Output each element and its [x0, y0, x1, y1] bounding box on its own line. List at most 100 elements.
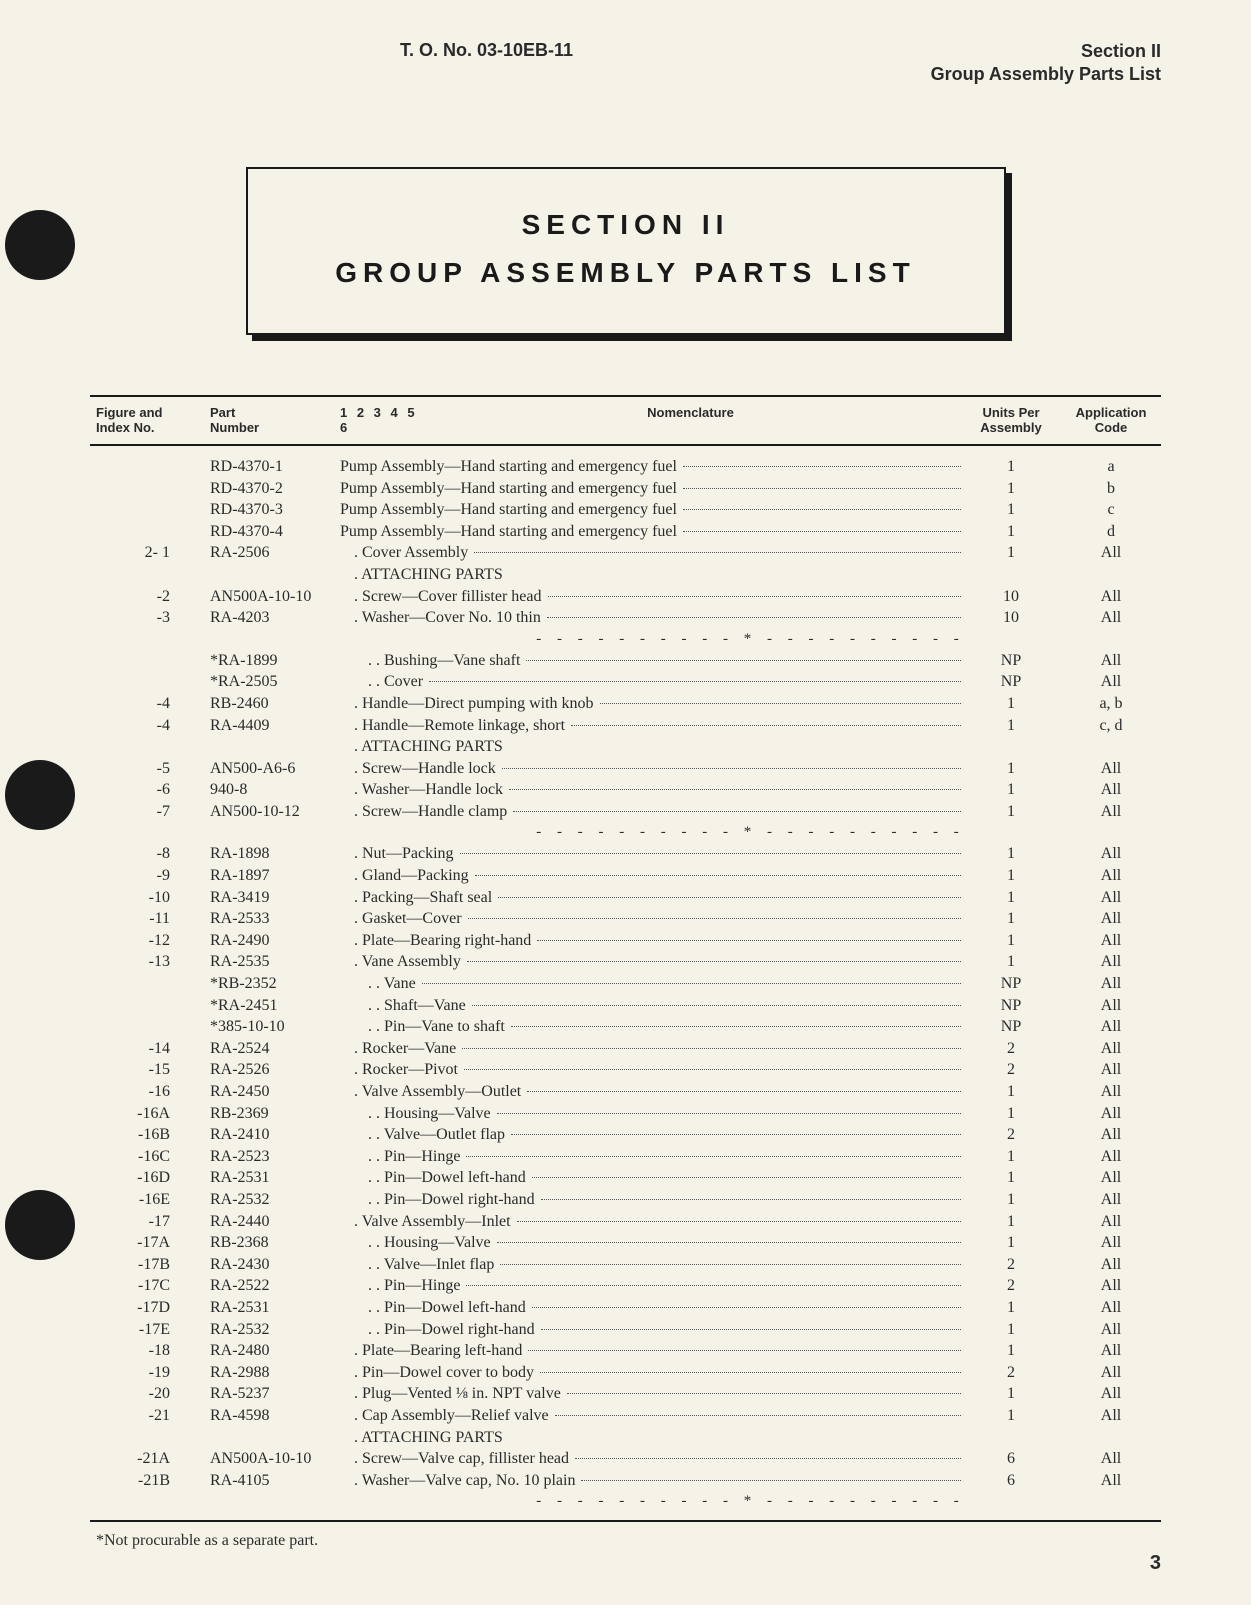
cell-index: -18	[90, 1340, 210, 1362]
cell-units: 2	[961, 1275, 1061, 1297]
cell-application: c, d	[1061, 715, 1161, 737]
col-header-figure-index: Figure and Index No.	[90, 405, 210, 436]
cell-part-number: AN500A-10-10	[210, 586, 340, 608]
cell-application: All	[1061, 908, 1161, 930]
nomenclature-text: . . Pin—Vane to shaft	[368, 1016, 505, 1038]
table-row: -15RA-2526. Rocker—Pivot2All	[90, 1059, 1161, 1081]
nomenclature-text: . Cover Assembly	[354, 542, 468, 564]
nomenclature-text: . Gasket—Cover	[354, 908, 462, 930]
cell-nomenclature: . ATTACHING PARTS	[340, 736, 961, 758]
cell-application: a	[1061, 456, 1161, 478]
cell-nomenclature: . Gasket—Cover	[340, 908, 961, 930]
cell-index: -15	[90, 1059, 210, 1081]
cell-application: All	[1061, 1470, 1161, 1492]
dot-leader	[683, 466, 961, 467]
cell-nomenclature: . Washer—Handle lock	[340, 779, 961, 801]
dot-leader	[511, 1026, 961, 1027]
table-row: -2AN500A-10-10. Screw—Cover fillister he…	[90, 586, 1161, 608]
cell-part-number: RA-3419	[210, 887, 340, 909]
cell-application: All	[1061, 801, 1161, 823]
cell-units: 10	[961, 607, 1061, 629]
nomenclature-text: . . Shaft—Vane	[368, 995, 466, 1017]
cell-units: 2	[961, 1254, 1061, 1276]
cell-application: All	[1061, 1232, 1161, 1254]
cell-index: -10	[90, 887, 210, 909]
cell-application: All	[1061, 1275, 1161, 1297]
cell-units: 1	[961, 801, 1061, 823]
cell-units: NP	[961, 650, 1061, 672]
cell-index: -17	[90, 1211, 210, 1233]
table-row: *RB-2352. . VaneNPAll	[90, 973, 1161, 995]
cell-units: 1	[961, 1297, 1061, 1319]
cell-units: 6	[961, 1470, 1061, 1492]
cell-application: All	[1061, 1383, 1161, 1405]
cell-part-number: RA-4598	[210, 1405, 340, 1427]
cell-nomenclature: . . Bushing—Vane shaft	[340, 650, 961, 672]
cell-nomenclature: . Washer—Cover No. 10 thin	[340, 607, 961, 629]
punch-hole-icon	[5, 760, 75, 830]
table-row: -17CRA-2522. . Pin—Hinge2All	[90, 1275, 1161, 1297]
table-row: -9RA-1897. Gland—Packing1All	[90, 865, 1161, 887]
cell-application: All	[1061, 779, 1161, 801]
dot-leader	[466, 1285, 961, 1286]
nomenclature-text: . ATTACHING PARTS	[354, 564, 503, 586]
cell-application: All	[1061, 930, 1161, 952]
cell-units: 6	[961, 1448, 1061, 1470]
cell-units: 1	[961, 1167, 1061, 1189]
table-row: -20RA-5237. Plug—Vented ⅛ in. NPT valve1…	[90, 1383, 1161, 1405]
cell-nomenclature: . Rocker—Pivot	[340, 1059, 961, 1081]
cell-index: -4	[90, 693, 210, 715]
col-header-indent: 1 2 3 4 5 6	[340, 405, 420, 436]
cell-units: 1	[961, 499, 1061, 521]
table-row: -4RA-4409. Handle—Remote linkage, short1…	[90, 715, 1161, 737]
cell-nomenclature: . Screw—Cover fillister head	[340, 586, 961, 608]
table-row: -6940-8. Washer—Handle lock1All	[90, 779, 1161, 801]
dot-leader	[540, 1372, 961, 1373]
cell-index: -6	[90, 779, 210, 801]
dot-leader	[683, 531, 961, 532]
cell-index: -17D	[90, 1297, 210, 1319]
cell-units: 1	[961, 908, 1061, 930]
cell-application: All	[1061, 586, 1161, 608]
dot-leader	[500, 1264, 961, 1265]
cell-index: -16C	[90, 1146, 210, 1168]
cell-part-number: RA-2410	[210, 1124, 340, 1146]
table-bottom-rule	[90, 1520, 1161, 1522]
nomenclature-text: . . Cover	[368, 671, 423, 693]
cell-nomenclature: . Washer—Valve cap, No. 10 plain	[340, 1470, 961, 1492]
cell-part-number: RA-2490	[210, 930, 340, 952]
cell-nomenclature: . . Pin—Vane to shaft	[340, 1016, 961, 1038]
cell-units: 2	[961, 1038, 1061, 1060]
cell-part-number: *385-10-10	[210, 1016, 340, 1038]
table-row: . ATTACHING PARTS	[90, 564, 1161, 586]
table-row: RD-4370-2Pump Assembly—Hand starting and…	[90, 478, 1161, 500]
cell-part-number: AN500-10-12	[210, 801, 340, 823]
cell-part-number: RA-2531	[210, 1167, 340, 1189]
table-row: RD-4370-1Pump Assembly—Hand starting and…	[90, 456, 1161, 478]
cell-nomenclature: . Rocker—Vane	[340, 1038, 961, 1060]
cell-nomenclature: . Screw—Valve cap, fillister head	[340, 1448, 961, 1470]
dot-leader	[422, 983, 961, 984]
cell-units: 10	[961, 586, 1061, 608]
cell-nomenclature: . Plug—Vented ⅛ in. NPT valve	[340, 1383, 961, 1405]
cell-nomenclature: . Handle—Remote linkage, short	[340, 715, 961, 737]
table-row: -18RA-2480. Plate—Bearing left-hand1All	[90, 1340, 1161, 1362]
table-row: -12RA-2490. Plate—Bearing right-hand1All	[90, 930, 1161, 952]
table-row: -21RA-4598. Cap Assembly—Relief valve1Al…	[90, 1405, 1161, 1427]
cell-units: 1	[961, 951, 1061, 973]
cell-index: -14	[90, 1038, 210, 1060]
cell-application: All	[1061, 1297, 1161, 1319]
table-row: -17RA-2440. Valve Assembly—Inlet1All	[90, 1211, 1161, 1233]
cell-part-number: RA-4105	[210, 1470, 340, 1492]
dot-leader	[464, 1069, 961, 1070]
cell-nomenclature: . Packing—Shaft seal	[340, 887, 961, 909]
cell-nomenclature: . Cap Assembly—Relief valve	[340, 1405, 961, 1427]
table-row: -4RB-2460. Handle—Direct pumping with kn…	[90, 693, 1161, 715]
nomenclature-text: . . Pin—Dowel right-hand	[368, 1319, 535, 1341]
table-row: -16CRA-2523. . Pin—Hinge1All	[90, 1146, 1161, 1168]
cell-application: All	[1061, 1448, 1161, 1470]
nomenclature-text: . ATTACHING PARTS	[354, 736, 503, 758]
table-row: *RA-2451. . Shaft—VaneNPAll	[90, 995, 1161, 1017]
nomenclature-text: . Handle—Remote linkage, short	[354, 715, 565, 737]
cell-units: 1	[961, 1146, 1061, 1168]
